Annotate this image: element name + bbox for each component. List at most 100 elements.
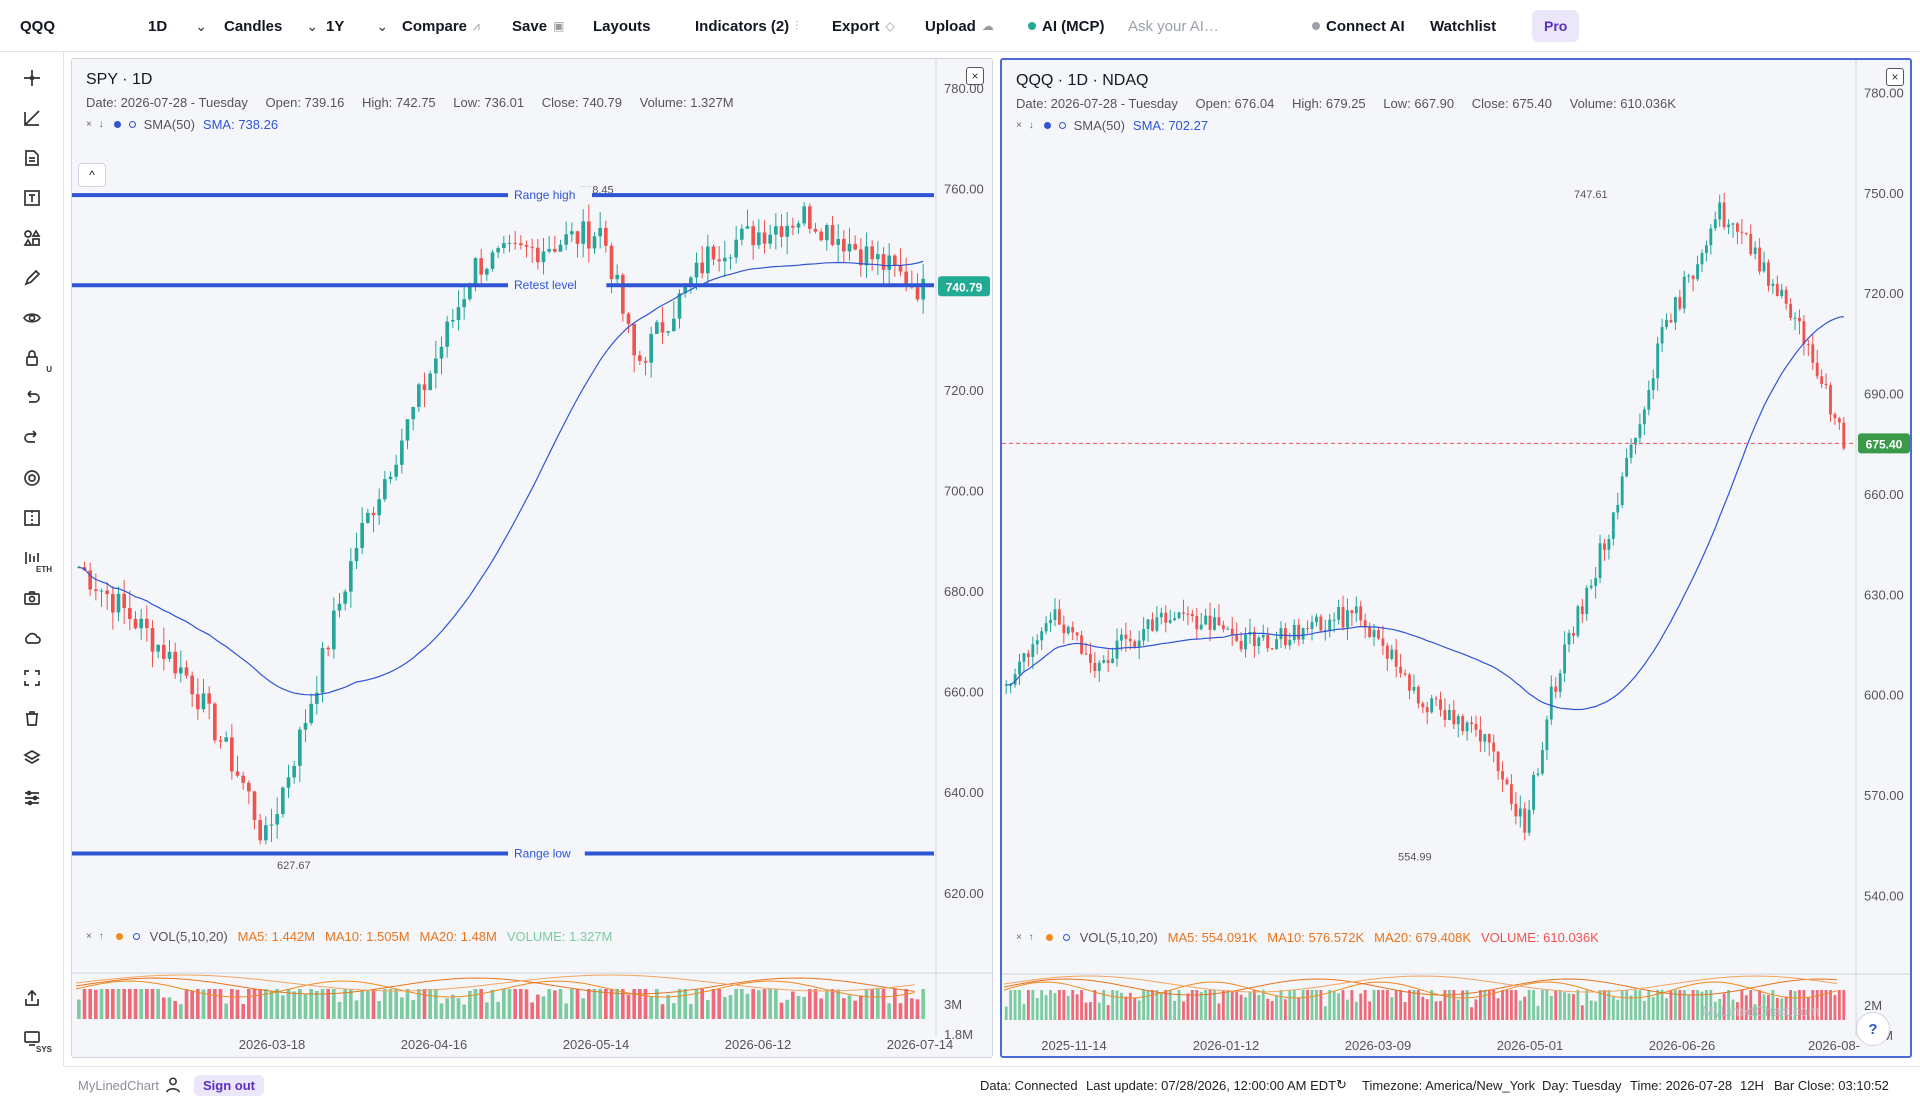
indicators-button[interactable]: Indicators (2) ⫶ (695, 0, 809, 52)
candle-body (1354, 606, 1358, 614)
volume-bar (394, 989, 398, 1019)
candle-body (1040, 631, 1044, 641)
trend-line-icon[interactable] (12, 102, 52, 134)
eth-icon[interactable]: ETH (12, 542, 52, 574)
volume-bar (1563, 992, 1567, 1020)
volume-bar (711, 989, 716, 1019)
range-low-line-label: Range low (514, 847, 571, 861)
volume-bar (1248, 991, 1252, 1020)
volume-bar (655, 989, 659, 1019)
volume-bar (1483, 990, 1487, 1020)
layers-icon[interactable] (12, 742, 52, 774)
shapes-icon[interactable] (12, 222, 52, 254)
candle-body (547, 248, 551, 252)
fib-icon[interactable] (12, 142, 52, 174)
redo-icon[interactable] (12, 422, 52, 454)
volume-bar (1403, 1002, 1407, 1020)
symbol-button[interactable]: QQQ (20, 0, 55, 52)
text-icon[interactable] (12, 182, 52, 214)
save-button[interactable]: Save ▣ (512, 0, 567, 52)
vol-legend-controls-icon[interactable]: × ↑ (1016, 932, 1036, 943)
candle-body (162, 644, 166, 659)
ask-ai-field[interactable] (1128, 0, 1268, 52)
eye-icon[interactable] (12, 302, 52, 334)
trash-icon[interactable] (12, 702, 52, 734)
volume-bar (717, 989, 721, 1019)
share-icon[interactable] (12, 982, 52, 1014)
close-panel-button[interactable]: × (966, 67, 984, 85)
volume-bar (1527, 990, 1531, 1020)
sma-settings-icon[interactable] (128, 121, 136, 128)
refresh-icon[interactable]: ↻ (1336, 1077, 1347, 1092)
user-icon[interactable] (164, 1067, 182, 1102)
volume-bar (77, 999, 81, 1019)
ai-button[interactable]: AI (MCP) (1028, 0, 1105, 52)
date-tick-label: 2025-11-14 (1041, 1038, 1107, 1053)
timezone[interactable]: Timezone: America/New_York (1362, 1077, 1536, 1093)
legend-controls-icon[interactable]: × ↓ (1016, 120, 1036, 131)
candle-body (1315, 616, 1318, 623)
undo-icon[interactable] (12, 382, 52, 414)
cloud-icon[interactable] (12, 622, 52, 654)
volume-tick-label: 1.8M (944, 1027, 973, 1042)
vol-settings-icon[interactable] (132, 933, 140, 940)
compare-button[interactable]: Compare ⩘ (402, 0, 487, 52)
volume-bar (1656, 990, 1660, 1020)
sma-settings-icon[interactable] (1058, 122, 1066, 129)
volume-bar (1182, 1001, 1185, 1020)
export-button[interactable]: Export ◇ (832, 0, 900, 52)
help-button[interactable]: ? (1856, 1012, 1890, 1046)
candle-body (502, 243, 506, 249)
volume-bar (1731, 999, 1735, 1020)
connect-ai-button[interactable]: Connect AI (1312, 0, 1405, 52)
collapse-legend-button[interactable]: ^ (78, 163, 106, 187)
close-panel-button[interactable]: × (1886, 68, 1904, 86)
sign-out-button[interactable]: Sign out (194, 1067, 264, 1102)
candle-body (1470, 722, 1473, 725)
interval-dropdown[interactable]: 1D ⌄ (148, 0, 207, 52)
candle-body (1159, 612, 1163, 618)
candle-body (1093, 662, 1097, 672)
pro-button[interactable]: Pro (1532, 0, 1580, 52)
crosshair-icon[interactable] (12, 62, 52, 94)
volume-bar (1252, 990, 1256, 1020)
volume-bar (1722, 993, 1726, 1020)
legend-controls-icon[interactable]: × ↓ (86, 119, 106, 130)
fullscreen-icon[interactable] (12, 662, 52, 694)
volume-bar (201, 989, 206, 1019)
date-tick-label: 2026-07-14 (887, 1037, 954, 1052)
volume-bar (411, 1000, 415, 1019)
sign-out-label: Sign out (194, 1074, 264, 1096)
range-dropdown[interactable]: 1Y ⌄ (326, 0, 388, 52)
volume-bar (825, 990, 829, 1019)
candle-body (1842, 422, 1846, 449)
chart-type-dropdown[interactable]: Candles ⌄ (224, 0, 318, 52)
volume-bar (292, 991, 296, 1019)
upload-button[interactable]: Upload ☁ (925, 0, 996, 52)
vol-legend-controls-icon[interactable]: × ↑ (86, 931, 106, 942)
volume-ma-line (1003, 975, 1838, 993)
camera-icon[interactable] (12, 582, 52, 614)
volume-bar (921, 989, 925, 1019)
lock-icon[interactable]: U (12, 342, 52, 374)
vol-settings-icon[interactable] (1062, 934, 1070, 941)
brush-icon[interactable] (12, 262, 52, 294)
split-icon[interactable] (12, 502, 52, 534)
volume-bar (1820, 990, 1824, 1020)
volume-bar (1576, 990, 1580, 1020)
settings-icon[interactable] (12, 462, 52, 494)
candle-body (1806, 344, 1810, 346)
volume-bar (133, 989, 138, 1019)
hours-format[interactable]: 12H (1740, 1077, 1764, 1093)
indicators-label: Indicators (2) (695, 17, 790, 35)
sys-icon[interactable]: SYS (12, 1022, 52, 1054)
spy-price-chart[interactable]: 780.00760.00740.00720.00700.00680.00660.… (72, 59, 993, 1058)
ask-ai-input[interactable] (1128, 17, 1268, 35)
watchlist-button[interactable]: Watchlist (1430, 0, 1496, 52)
qqq-chart-panel[interactable]: 780.00 750.00 720.00 690.00 660.00 630.00 600.… (1000, 58, 1912, 1058)
sliders-icon[interactable] (12, 782, 52, 814)
candle-body (354, 547, 359, 562)
layouts-button[interactable]: Layouts (593, 0, 651, 52)
qqq-price-chart[interactable]: 780.00 750.00 720.00 690.00 660.00 630.00 600.… (1002, 60, 1910, 1056)
spy-chart-panel[interactable]: 780.00760.00740.00720.00700.00680.00660.… (71, 58, 993, 1058)
